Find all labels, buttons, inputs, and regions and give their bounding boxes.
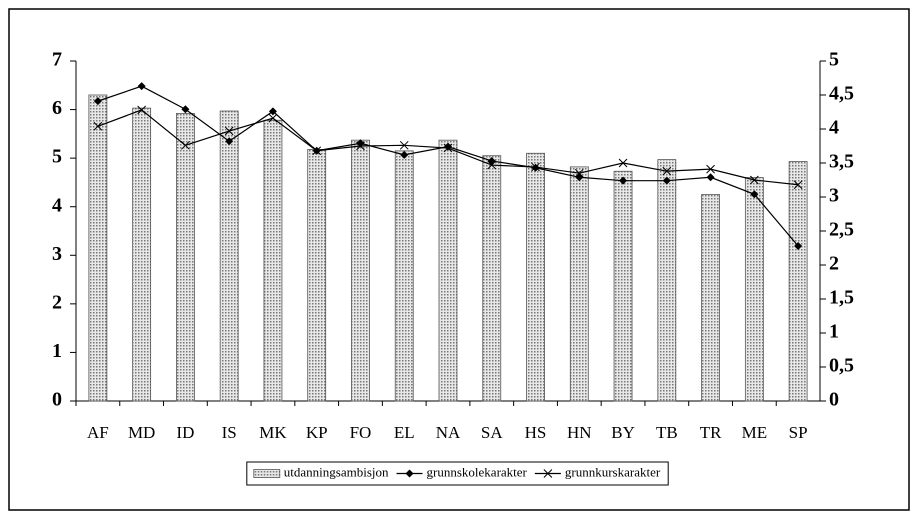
- point: [750, 190, 759, 199]
- x-tick-label: NA: [436, 423, 461, 442]
- y2-tick-label: 1: [829, 321, 839, 343]
- x-tick-label: TR: [700, 423, 722, 442]
- point: [312, 146, 322, 156]
- bar: [569, 166, 589, 402]
- bar: [219, 110, 239, 402]
- y2-tick-label: 3: [829, 185, 839, 207]
- bar: [701, 194, 720, 402]
- point: [793, 180, 803, 190]
- legend-label: utdanningsambisjon: [284, 464, 389, 479]
- point: [618, 158, 628, 168]
- bar: [351, 139, 370, 402]
- y-tick-label: 6: [52, 97, 62, 119]
- y-tick-label: 5: [52, 146, 62, 168]
- point: [706, 164, 715, 174]
- point: [574, 168, 584, 178]
- point: [400, 150, 409, 159]
- point: [794, 241, 803, 250]
- x-tick-label: SP: [789, 423, 808, 442]
- x-tick-label: FO: [350, 423, 372, 442]
- bar: [788, 161, 808, 402]
- legend-box: [246, 461, 669, 486]
- y-tick-label: 1: [52, 340, 62, 362]
- point: [619, 176, 628, 185]
- x-tick-label: IS: [222, 423, 237, 442]
- y2-tick-label: 2: [829, 253, 839, 275]
- point: [93, 121, 103, 131]
- x-tick-label: MK: [259, 423, 287, 442]
- bar: [526, 152, 545, 402]
- y2-tick-label: 5: [829, 49, 839, 71]
- y-tick-label: 3: [52, 243, 62, 265]
- point: [356, 139, 365, 148]
- y-tick-label: 0: [52, 389, 62, 411]
- point: [662, 166, 672, 176]
- y2-tick-label: 4,5: [829, 83, 854, 105]
- y2-tick-label: 0,5: [829, 355, 854, 377]
- x-tick-label: HN: [567, 423, 592, 442]
- bar: [263, 119, 283, 402]
- bar: [613, 170, 633, 402]
- x-tick-label: HS: [525, 423, 547, 442]
- bar: [307, 148, 327, 402]
- point: [706, 173, 715, 182]
- point: [531, 162, 540, 172]
- y-tick-label: 7: [52, 49, 62, 71]
- point: [225, 137, 234, 146]
- point: [399, 140, 409, 150]
- point: [137, 105, 147, 115]
- point: [268, 107, 277, 116]
- x-tick-label: MD: [128, 423, 155, 442]
- x-tick-label: AF: [87, 423, 109, 442]
- y2-tick-label: 2,5: [829, 219, 854, 241]
- legend-label: grunnskolekarakter: [427, 464, 528, 479]
- point: [443, 143, 453, 153]
- legend-swatch: [253, 469, 281, 478]
- legend-marker: [405, 469, 414, 478]
- y-tick-label: 4: [52, 194, 62, 216]
- bar: [744, 177, 764, 402]
- y-tick-label: 2: [52, 291, 62, 313]
- x-tick-label: KP: [306, 423, 328, 442]
- bar: [657, 159, 677, 402]
- y2-tick-label: 1,5: [829, 287, 854, 309]
- point: [749, 175, 759, 185]
- bar: [438, 139, 458, 402]
- y2-tick-label: 4: [829, 117, 839, 139]
- point: [181, 140, 190, 150]
- bar: [394, 150, 414, 402]
- x-tick-label: EL: [394, 423, 415, 442]
- point: [137, 82, 146, 91]
- bar: [176, 113, 195, 402]
- x-tick-label: TB: [656, 423, 678, 442]
- point: [356, 141, 365, 151]
- point: [487, 160, 497, 170]
- x-tick-label: BY: [611, 423, 635, 442]
- y2-tick-label: 3,5: [829, 151, 854, 173]
- x-tick-label: ID: [176, 423, 194, 442]
- bar: [132, 107, 152, 402]
- legend-label: grunnkurskarakter: [565, 464, 661, 479]
- legend-marker: [543, 469, 553, 478]
- point: [181, 105, 190, 114]
- point: [662, 176, 671, 185]
- point: [268, 113, 278, 123]
- bar: [482, 155, 502, 402]
- point: [93, 97, 102, 106]
- bar: [88, 94, 108, 402]
- x-tick-label: SA: [481, 423, 503, 442]
- x-tick-label: ME: [742, 423, 768, 442]
- point: [224, 126, 234, 136]
- y2-tick-label: 0: [829, 389, 839, 411]
